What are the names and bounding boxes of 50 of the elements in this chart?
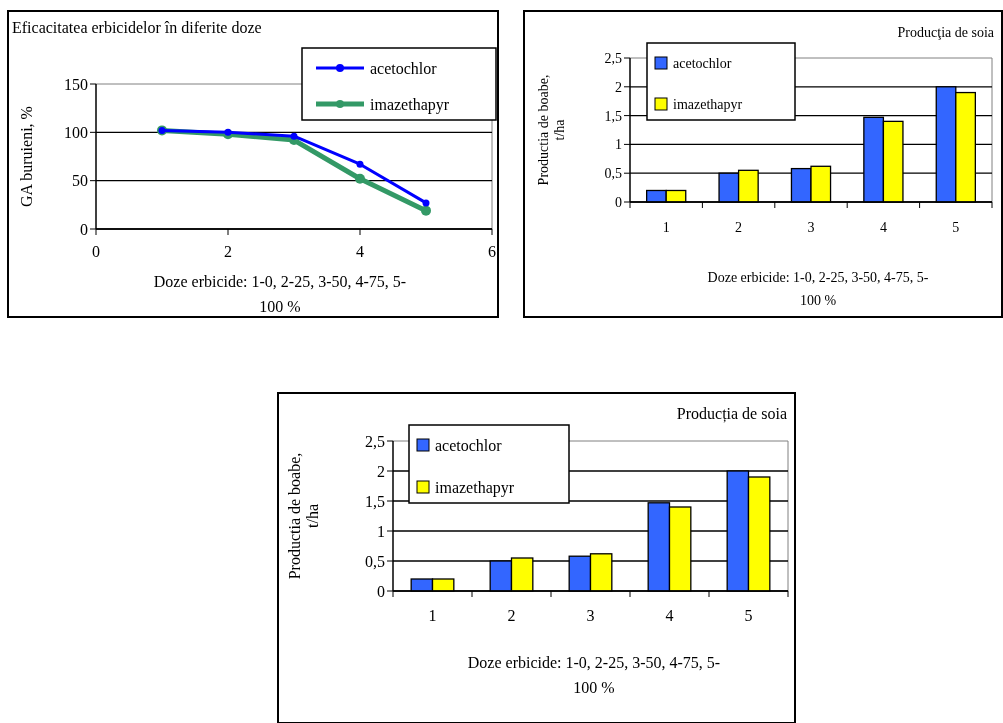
legend-label: imazethapyr — [370, 95, 450, 114]
chart-title: Producția de soia — [676, 405, 787, 423]
x-tick-label: 5 — [952, 220, 960, 235]
y-tick-label: 100 — [64, 123, 88, 141]
x-tick-label: 1 — [428, 607, 437, 624]
legend-label: acetochlor — [673, 55, 732, 71]
y-tick-label: 2 — [615, 79, 622, 95]
y-tick-label: 2,5 — [365, 432, 385, 450]
x-tick-label: 2 — [507, 607, 516, 624]
y-tick-label: 2 — [377, 462, 385, 480]
y-tick-label: 2,5 — [604, 50, 622, 66]
y-tick-label: 1 — [377, 522, 385, 540]
legend-label: acetochlor — [370, 59, 438, 77]
y-axis-title: Productia de boabe, t/ha — [536, 74, 567, 186]
x-axis-title: Doze erbicide: 1-0, 2-25, 3-50, 4-75, 5-100 % — [467, 654, 721, 696]
x-tick-label: 3 — [586, 607, 595, 624]
legend-label: imazethapyr — [673, 96, 743, 112]
y-tick-label: 1 — [615, 137, 622, 153]
point — [356, 160, 364, 168]
x-tick-label: 2 — [224, 243, 232, 260]
chart-title: Eficacitatea erbicidelor în diferite doze — [12, 19, 262, 36]
point — [224, 128, 232, 136]
x-tick-label: 5 — [744, 607, 753, 624]
legend-label: imazethapyr — [435, 478, 515, 497]
x-tick-label: 4 — [356, 243, 364, 260]
x-tick-label: 4 — [665, 607, 674, 624]
y-tick-label: 1,5 — [604, 108, 622, 124]
legend-label: acetochlor — [435, 436, 503, 454]
chart-title: Producţia de soia — [897, 25, 995, 40]
point — [355, 173, 365, 184]
y-tick-label: 150 — [64, 75, 88, 93]
y-axis-title: Productia de boabe, t/ha — [286, 452, 321, 580]
point — [422, 199, 430, 207]
x-axis-title: Doze erbicide: 1-0, 2-25, 3-50, 4-75, 5-100 % — [153, 273, 407, 315]
x-tick-label: 4 — [879, 220, 887, 235]
y-tick-label: 1,5 — [365, 492, 385, 510]
x-tick-label: 0 — [92, 243, 100, 260]
x-tick-label: 2 — [735, 220, 743, 235]
x-tick-label: 1 — [662, 220, 670, 235]
x-tick-label: 3 — [807, 220, 815, 235]
y-tick-label: 0 — [377, 582, 385, 600]
y-tick-label: 0,5 — [365, 552, 385, 570]
y-tick-label: 50 — [72, 172, 88, 190]
y-tick-label: 0 — [615, 194, 622, 210]
point — [290, 132, 298, 140]
y-tick-label: 0,5 — [604, 166, 622, 182]
x-axis-title: Doze erbicide: 1-0, 2-25, 3-50, 4-75, 5-100 % — [707, 270, 929, 308]
point — [421, 205, 431, 216]
y-axis-title: GA buruieni, % — [18, 106, 35, 207]
x-tick-label: 6 — [488, 243, 496, 260]
